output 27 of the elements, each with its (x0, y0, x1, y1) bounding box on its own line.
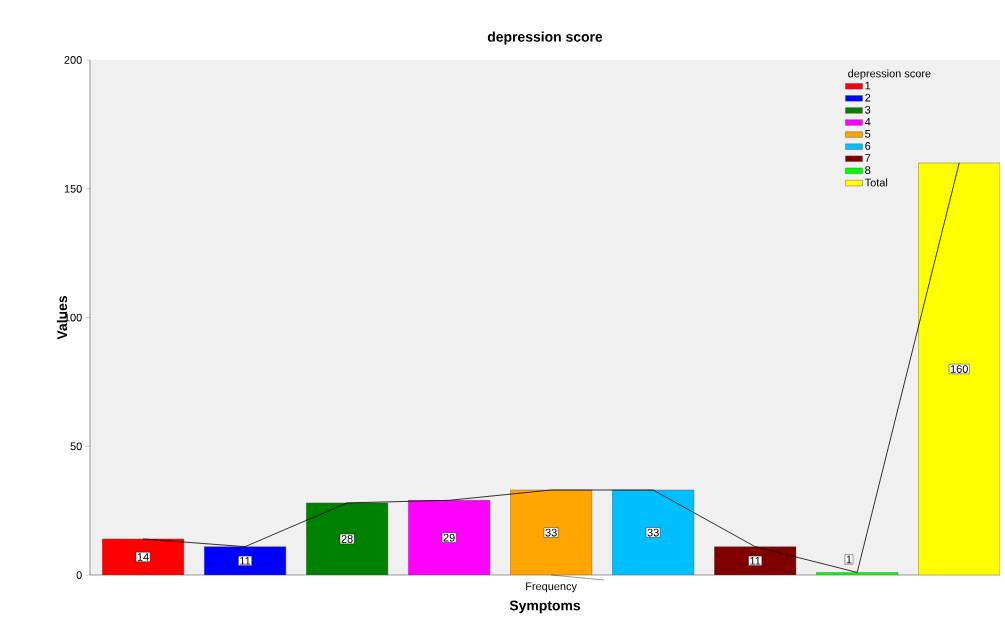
x-axis-title: Symptoms (509, 600, 581, 614)
legend-label: 8 (865, 166, 871, 175)
legend-label: 6 (865, 142, 871, 150)
legend-label: 4 (864, 118, 871, 126)
data-label: 28 (341, 535, 353, 543)
data-label: 160 (950, 365, 968, 373)
y-tick-label: 200 (64, 56, 82, 64)
y-tick-label: 50 (70, 442, 82, 451)
legend-label: 7 (865, 154, 871, 162)
chart-title: depression score (487, 31, 603, 45)
data-label: 29 (443, 533, 455, 542)
data-label: 33 (647, 528, 659, 537)
legend-title: depression score (848, 69, 931, 80)
legend-label: 2 (865, 93, 871, 102)
data-label: 11 (240, 557, 251, 565)
legend-label: 5 (865, 130, 871, 138)
text: Frequency (526, 582, 577, 593)
y-tick-label: 100 (64, 313, 82, 322)
data-label: 14 (137, 553, 149, 561)
y-tick-label: 150 (64, 184, 82, 193)
legend-label: 3 (865, 105, 871, 114)
y-tick-label: 0 (76, 571, 82, 579)
data-label: 33 (545, 528, 557, 537)
legend-label: 1 (865, 81, 871, 90)
data-label: 1 (846, 555, 852, 564)
data-label: 11 (750, 557, 761, 565)
legend-label: Total (864, 178, 888, 187)
